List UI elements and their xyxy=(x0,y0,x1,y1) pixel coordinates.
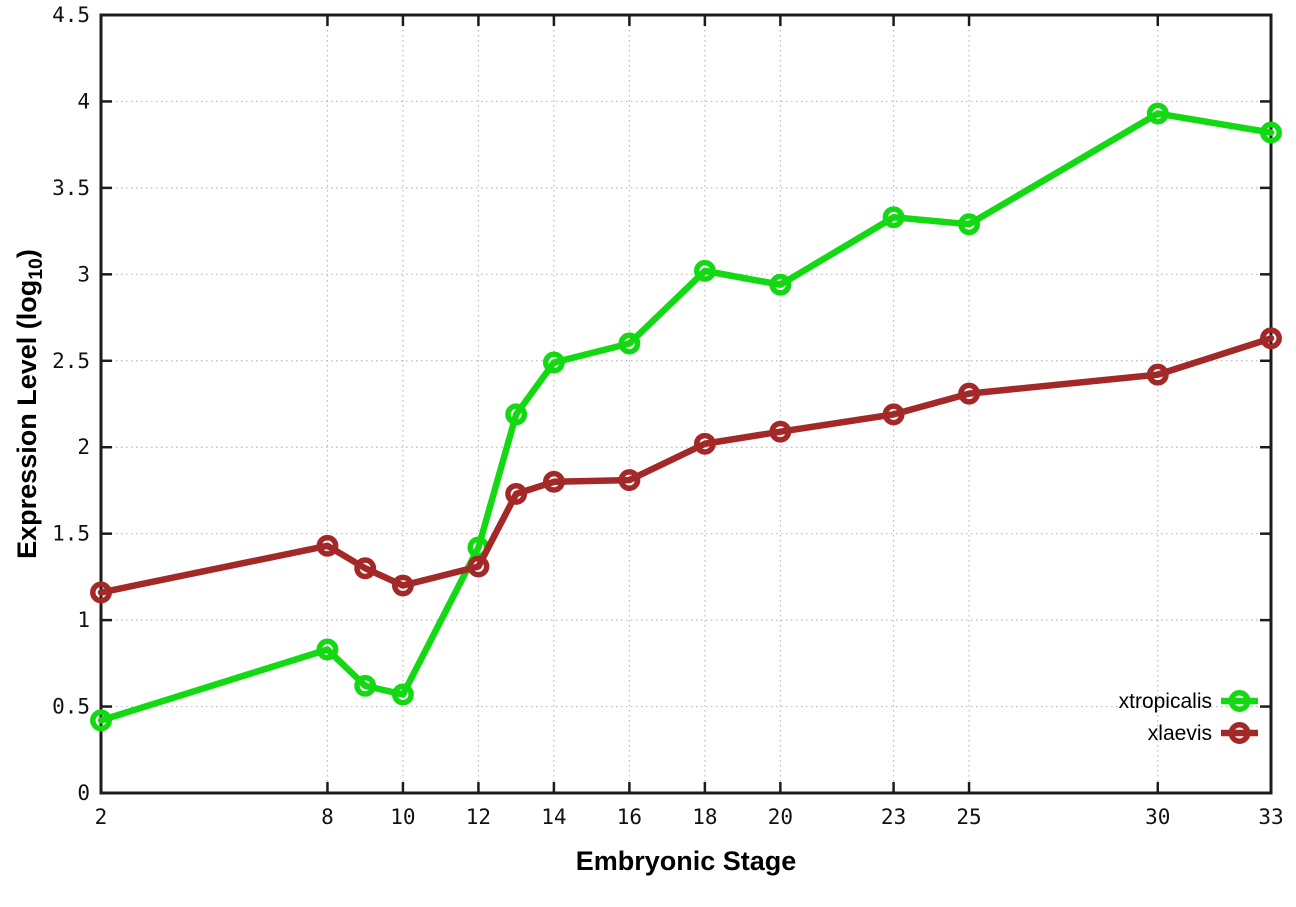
y-axis-title-subscript: 10 xyxy=(25,258,48,280)
data-point-marker xyxy=(882,403,905,426)
y-tick-label: 2.5 xyxy=(52,349,90,373)
data-point-marker xyxy=(467,555,490,578)
data-point-marker xyxy=(618,469,641,492)
tick-labels: 2 8 10 12 14 16 18 20 23 25 30 33 0 0.5 1 1.5 2 2.5 3 3.5 4 4… xyxy=(52,3,1284,829)
x-tick-label: 10 xyxy=(390,805,415,829)
data-point-marker xyxy=(316,534,339,557)
gridlines xyxy=(100,14,1272,794)
data-point-marker xyxy=(542,470,565,493)
data-point-marker xyxy=(769,273,792,296)
y-tick-label: 3.5 xyxy=(52,176,90,200)
data-point-marker xyxy=(391,683,414,706)
series-line-xlaevis xyxy=(97,335,1275,596)
data-point-marker xyxy=(391,574,414,597)
data-point-marker xyxy=(882,206,905,229)
y-tick-label: 4 xyxy=(77,89,90,113)
series-line-xtropicalis xyxy=(97,110,1275,724)
data-point-marker xyxy=(693,432,716,455)
data-point-marker xyxy=(542,351,565,374)
x-tick-label: 25 xyxy=(956,805,981,829)
x-tick-label: 30 xyxy=(1145,805,1170,829)
x-tick-label: 2 xyxy=(95,805,108,829)
tick-marks xyxy=(99,13,1273,795)
y-tick-label: 0 xyxy=(77,781,90,805)
data-point-marker xyxy=(354,557,377,580)
data-point-marker xyxy=(958,382,981,405)
legend-marker-sample xyxy=(1228,690,1251,712)
legend-marker-sample xyxy=(1228,722,1251,744)
legend-label-xlaevis: xlaevis xyxy=(1148,722,1212,745)
data-point-marker xyxy=(769,420,792,443)
data-point-marker xyxy=(958,213,981,236)
x-axis-title: Embryonic Stage xyxy=(575,846,797,876)
legend-label-xtropicalis: xtropicalis xyxy=(1119,690,1212,713)
x-tick-label: 14 xyxy=(541,805,566,829)
data-point-marker xyxy=(1146,363,1169,386)
data-point-marker xyxy=(618,332,641,355)
legend: xtropicalis xlaevis xyxy=(1119,690,1258,745)
y-tick-label: 2 xyxy=(77,435,90,459)
y-axis-title-suffix: ) xyxy=(11,249,42,259)
y-tick-label: 1 xyxy=(77,608,90,632)
data-point-marker xyxy=(505,482,528,505)
data-point-marker xyxy=(1146,102,1169,125)
data-point-marker xyxy=(316,638,339,661)
x-tick-label: 33 xyxy=(1258,805,1283,829)
x-tick-label: 12 xyxy=(466,805,491,829)
data-point-marker xyxy=(693,259,716,282)
series-xtropicalis xyxy=(90,102,1282,732)
data-point-marker xyxy=(354,674,377,697)
y-axis-title: Expression Level (log10) xyxy=(12,249,48,559)
data-point-marker xyxy=(505,403,528,426)
x-tick-label: 18 xyxy=(692,805,717,829)
x-tick-label: 23 xyxy=(881,805,906,829)
data-point-marker xyxy=(1260,121,1282,144)
y-tick-label: 1.5 xyxy=(52,522,90,546)
y-tick-label: 4.5 xyxy=(52,3,90,27)
plot-border xyxy=(99,13,1273,795)
data-point-marker xyxy=(1260,327,1282,350)
series-xlaevis xyxy=(90,327,1282,604)
y-axis-title-text: Expression Level (log xyxy=(11,279,42,559)
x-tick-label: 20 xyxy=(768,805,793,829)
x-tick-label: 8 xyxy=(321,805,334,829)
y-tick-label: 3 xyxy=(77,262,90,286)
x-tick-label: 16 xyxy=(617,805,642,829)
data-point-marker xyxy=(90,709,112,732)
data-point-marker xyxy=(90,581,112,604)
y-tick-label: 0.5 xyxy=(52,695,90,719)
